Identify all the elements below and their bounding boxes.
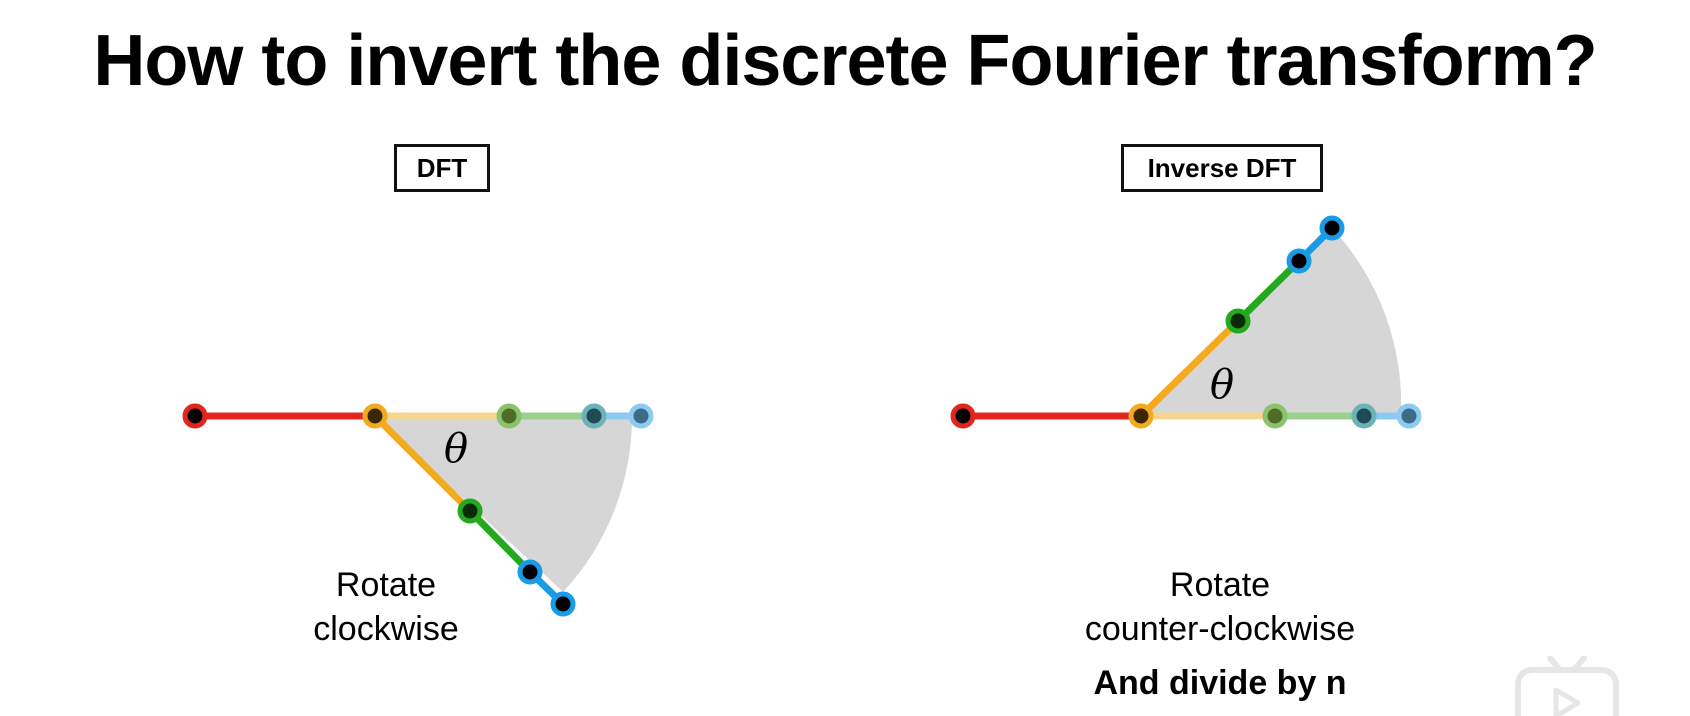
dft-node-red bbox=[182, 403, 208, 429]
dft-faded-node bbox=[581, 403, 607, 429]
dft-rotated-green-segment bbox=[467, 508, 533, 575]
dft-rotated-orange-segment bbox=[372, 413, 473, 514]
idft-faded-node bbox=[1351, 403, 1377, 429]
idft-rotated-green-segment bbox=[1235, 258, 1302, 324]
dft-node-orange bbox=[362, 403, 388, 429]
idft-caption: Rotate counter-clockwise bbox=[1020, 563, 1420, 651]
idft-node-blue bbox=[1286, 248, 1312, 274]
dft-node-blue-end bbox=[550, 591, 576, 617]
dft-diagram: θ bbox=[182, 403, 654, 617]
dft-caption-line2: clockwise bbox=[313, 610, 459, 648]
dft-label: DFT bbox=[394, 144, 490, 192]
video-player-logo-icon bbox=[1515, 656, 1619, 716]
dft-caption: Rotate clockwise bbox=[236, 563, 536, 651]
idft-faded-node bbox=[1262, 403, 1288, 429]
dft-faded-node bbox=[496, 403, 522, 429]
dft-rotation-sector bbox=[375, 416, 633, 592]
idft-caption-line2: counter-clockwise bbox=[1084, 610, 1356, 648]
idft-rotation-sector bbox=[1141, 228, 1402, 416]
idft-faded-node bbox=[1396, 403, 1422, 429]
dft-theta-label: θ bbox=[444, 426, 468, 472]
dft-node-green bbox=[457, 498, 483, 524]
dft-caption-line1: Rotate bbox=[335, 566, 437, 604]
idft-node-green bbox=[1225, 308, 1251, 334]
inverse-dft-label: Inverse DFT bbox=[1121, 144, 1323, 192]
divide-by-n-note: And divide by n bbox=[1093, 664, 1347, 702]
idft-theta-label: θ bbox=[1210, 362, 1234, 408]
inverse-dft-diagram: θ bbox=[950, 215, 1422, 429]
idft-node-orange bbox=[1128, 403, 1154, 429]
page-title: How to invert the discrete Fourier trans… bbox=[93, 21, 1597, 101]
idft-node-blue-end bbox=[1319, 215, 1345, 241]
idft-node-red bbox=[950, 403, 976, 429]
idft-caption-line1: Rotate bbox=[1169, 566, 1271, 604]
idft-rotated-orange-segment bbox=[1138, 318, 1241, 419]
dft-faded-node bbox=[628, 403, 654, 429]
dft-node-blue bbox=[517, 559, 543, 585]
